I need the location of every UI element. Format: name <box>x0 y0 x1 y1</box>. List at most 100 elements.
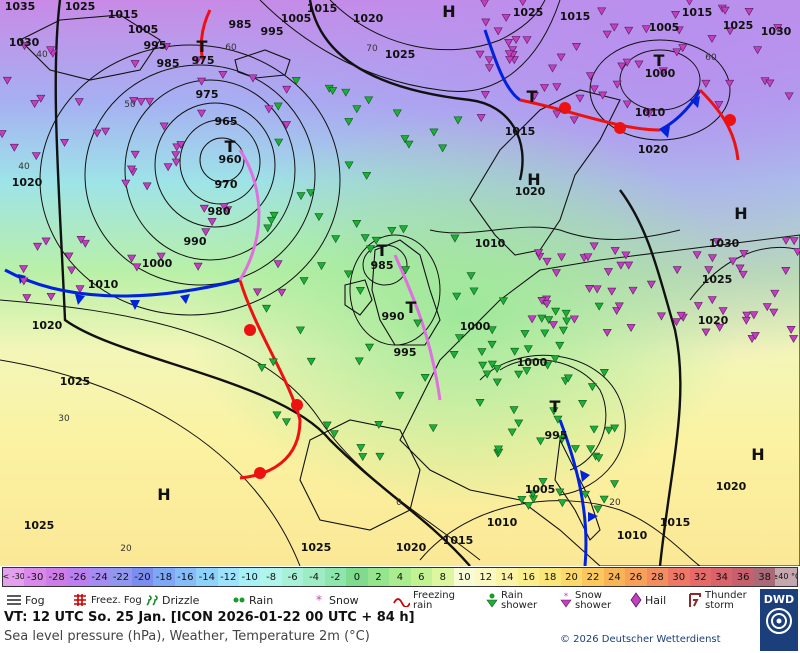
rain-shower-symbol <box>477 348 487 357</box>
snow-shower-symbol <box>480 91 490 99</box>
snow-shower-symbol <box>735 264 745 273</box>
colorbar-cell: 34 <box>710 568 733 586</box>
legend-label: Snow <box>329 594 359 607</box>
snow-shower-symbol <box>725 79 735 88</box>
cold-front-triangle <box>180 294 190 304</box>
isobar-960 <box>199 137 245 183</box>
legend-item-freezing-rain: Freezing rain <box>392 589 465 613</box>
isobar-1010-central <box>429 226 681 240</box>
rain-shower-symbol <box>453 116 463 125</box>
bold-isobar-1015-ne <box>308 0 524 181</box>
cold-front-triangle <box>580 470 590 482</box>
rain-shower-symbol <box>295 326 305 335</box>
snow-shower-symbol <box>20 42 30 51</box>
snow-shower-symbol <box>784 92 794 101</box>
weather-legend: Fog Freez. Fog Drizzle Rain * Snow Freezing ra… <box>0 589 800 613</box>
snow-shower-symbol <box>163 163 173 172</box>
warm-front-semicircle <box>254 467 266 479</box>
snow-shower-symbol <box>622 100 632 109</box>
snow-shower-symbol <box>589 85 599 94</box>
dwd-logo: DWD <box>760 589 798 651</box>
dwd-swirl-icon <box>766 608 792 634</box>
rain-shower-symbol <box>261 304 272 313</box>
pressure-label: 1015 <box>307 2 338 15</box>
freezing-fog-icon <box>72 593 88 610</box>
snow-shower-symbol <box>74 98 84 107</box>
snow-shower-symbol <box>100 127 111 136</box>
snow-shower-symbol <box>9 143 19 152</box>
snow-shower-symbol <box>159 122 169 131</box>
colorbar-cell: 8 <box>432 568 454 586</box>
colorbar-cell: -2 <box>324 568 347 586</box>
snow-shower-symbol <box>22 294 32 303</box>
legend-label: Drizzle <box>162 594 200 607</box>
snow-shower-symbol <box>644 109 654 118</box>
snow-shower-symbol <box>508 46 518 55</box>
rain-shower-symbol <box>487 326 497 335</box>
colorbar-cell: 16 <box>517 568 540 586</box>
snow-shower-symbol <box>36 94 46 103</box>
rain-shower-symbol <box>558 326 568 335</box>
rain-shower-symbol <box>609 480 620 489</box>
snow-shower-symbol <box>282 121 292 130</box>
snow-shower-symbol <box>218 70 228 79</box>
rain-shower-symbol <box>578 400 588 408</box>
pressure-label: 1030 <box>709 237 740 250</box>
map-description: Sea level pressure (hPa), Weather, Tempe… <box>4 629 370 644</box>
rain-shower-symbol <box>581 490 591 499</box>
copyright: © 2026 Deutscher Wetterdienst <box>560 634 721 645</box>
weather-symbols <box>0 0 800 514</box>
snow-shower-symbol <box>0 130 7 139</box>
rain-shower-symbol <box>314 213 324 222</box>
front-symbols <box>18 96 736 522</box>
rain-shower-symbol <box>268 358 278 367</box>
rain-shower-symbol <box>355 286 365 295</box>
rain-shower-symbol <box>507 428 517 437</box>
pressure-label: 1025 <box>385 48 416 61</box>
legend-item-rain: Rain <box>232 589 273 613</box>
isotherm-label: 50 <box>124 100 136 110</box>
rain-shower-symbol <box>392 109 402 118</box>
colorbar-cell: -16 <box>174 568 197 586</box>
pressure-label: 1000 <box>142 257 173 270</box>
snow-shower-symbol <box>542 257 552 266</box>
snow-shower-symbol <box>571 43 581 51</box>
colorbar-cell: 26 <box>625 568 647 586</box>
warm-front-semicircle <box>291 399 303 411</box>
bold-isobar-1015 <box>54 0 471 566</box>
pressure-label: 1030 <box>761 25 792 38</box>
snow-shower-symbol <box>707 254 717 263</box>
rain-shower-symbol <box>538 478 548 487</box>
snow-icon: * <box>312 593 326 610</box>
rain-shower-symbol <box>354 357 364 366</box>
rain-shower-symbol <box>452 292 462 301</box>
occlusion-atlantic <box>238 149 261 281</box>
rain-shower-symbol <box>281 418 291 427</box>
pressure-label: 1005 <box>281 12 312 25</box>
colorbar-cell: 18 <box>539 568 561 586</box>
snow-shower-symbol <box>171 151 181 160</box>
rain-shower-symbol <box>263 224 273 233</box>
snow-shower-symbol <box>671 10 681 19</box>
rain-shower-symbol <box>344 118 354 127</box>
snow-shower-symbol <box>749 311 759 320</box>
snow-shower-symbol <box>741 316 751 325</box>
rain-shower-symbol <box>537 314 547 323</box>
snow-shower-symbol <box>602 328 612 337</box>
snow-shower-symbol <box>127 254 137 263</box>
snow-shower-symbol <box>551 269 561 278</box>
snow-shower-symbol <box>621 251 631 260</box>
snow-shower-symbol <box>527 315 537 324</box>
pressure-label: 985 <box>157 57 180 70</box>
snow-shower-symbol <box>75 285 85 294</box>
colorbar-cell: -22 <box>110 568 132 586</box>
isobar-985-uk <box>362 244 408 286</box>
pressure-label: 1025 <box>723 19 754 32</box>
rain-shower-symbol <box>360 234 370 243</box>
rain-shower-symbol <box>599 369 609 377</box>
snow-shower-symbol <box>171 158 181 167</box>
colorbar-cell: -4 <box>303 568 325 586</box>
colorbar-cell: 38 <box>753 568 776 586</box>
snow-shower-symbol <box>707 296 717 305</box>
colorbar-cell: 32 <box>689 568 711 586</box>
